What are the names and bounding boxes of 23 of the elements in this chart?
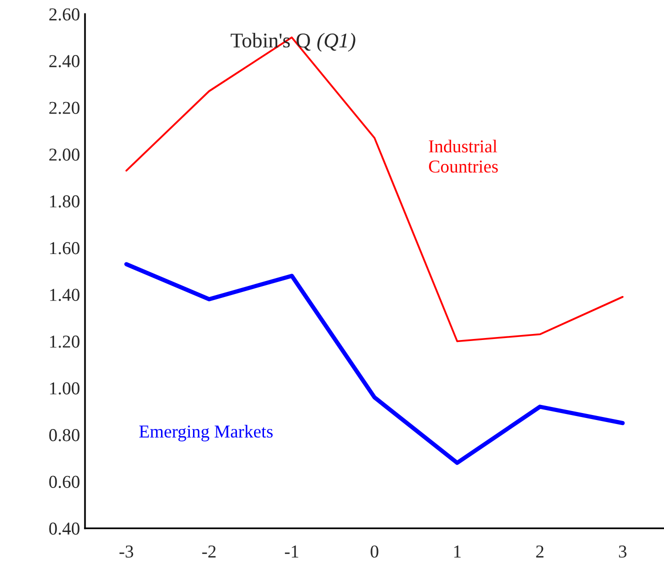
y-tick-label: 2.60 [49,8,80,21]
y-tick-label: 1.80 [50,195,80,208]
y-tick-label: 0.80 [49,429,80,442]
x-tick-label: 1 [454,546,461,558]
y-tick-label: 2.40 [49,55,80,68]
x-tick-label: -1 [284,546,298,558]
y-tick-label: 0.60 [49,476,80,488]
y-tick-label: 1.40 [50,288,80,302]
line-series [124,262,625,465]
x-tick-label: -3 [120,546,134,558]
text: Industrial Countries [428,140,498,173]
y-tick-label: 0.40 [49,522,80,535]
x-tick-label: -2 [202,546,216,558]
x-tick-label: 3 [618,546,626,558]
y-tick-label: 1.00 [50,382,80,395]
text: Emerging Markets [139,424,273,442]
y-tick-label: 2.00 [49,148,80,161]
x-tick-label: 2 [536,546,544,558]
x-tick-label: 0 [370,545,378,558]
y-tick-label: 1.60 [50,242,80,254]
y-tick-label: 2.20 [49,102,80,114]
y-tick-label: 1.20 [50,336,80,348]
text: (Q1) [317,32,356,52]
